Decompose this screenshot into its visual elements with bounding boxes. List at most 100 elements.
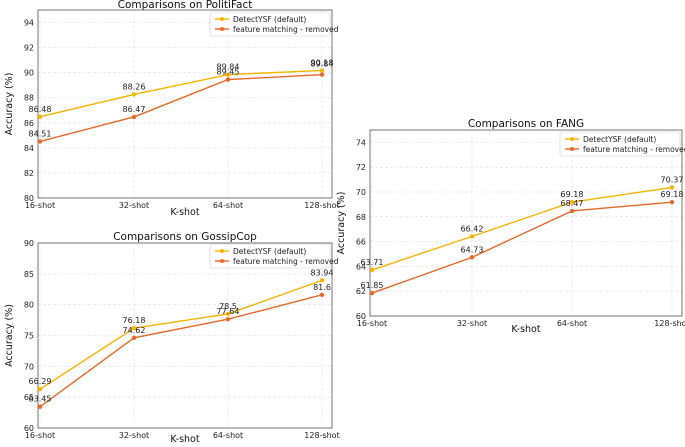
data-point [37,139,43,144]
chart-1: 60 65 70 75 80 85 90 16-shot 32-shot 64-shot 128-s… [4,231,340,445]
series-line-0 [371,186,673,271]
plot-frame [369,129,683,317]
data-point [369,290,375,296]
data-point [319,72,325,77]
data-point [37,387,43,392]
data-label: 81.6 [313,283,331,292]
data-label: 66.42 [461,224,484,233]
y-tick-label: 80 [24,301,34,310]
data-point [469,234,475,239]
y-tick-label: 92 [24,44,34,53]
data-point [669,199,675,205]
data-label: 68.47 [561,199,584,208]
legend: DetectYSF (default)feature matching - re… [209,11,339,37]
data-point [131,335,137,341]
y-tick-label: 94 [24,19,34,28]
x-tick-label: 16-shot [25,431,55,440]
data-point [369,267,375,273]
data-label: 89.84 [217,63,240,72]
data-point [469,255,475,260]
y-tick-label: 82 [24,169,34,178]
data-point [131,92,137,97]
data-label: 89.84 [311,60,334,69]
series-line-0 [39,279,323,390]
chart-0: 80 82 84 86 88 90 92 94 16-shot 32-shot 64-shot 128… [4,0,340,218]
legend-swatch-marker [220,249,224,253]
y-tick-label: 88 [24,94,34,103]
legend-swatch-marker [220,259,224,263]
data-label: 86.48 [29,105,52,114]
legend-box [209,11,331,37]
data-label: 78.5 [219,302,237,311]
y-tick-label: 80 [24,194,34,203]
data-label: 69.18 [661,190,684,199]
y-tick-label: 70 [356,188,366,197]
legend: DetectYSF (default)feature matching - re… [209,243,339,269]
plot-frame [37,9,333,199]
legend-swatch-marker [220,27,224,31]
legend-label: DetectYSF (default) [583,135,656,144]
data-label: 88.26 [123,82,146,91]
data-point [225,311,231,317]
data-point [225,72,231,77]
legend-swatch-marker [570,147,574,151]
data-label: 77.64 [217,307,240,316]
data-label: 86.47 [123,105,146,114]
legend-box [559,131,681,157]
data-label: 63.45 [29,395,52,404]
x-tick-label: 32-shot [119,431,149,440]
legend-label: DetectYSF (default) [233,15,306,24]
data-point [37,114,43,119]
x-tick-label: 32-shot [119,201,149,210]
data-label: 69.18 [561,190,584,199]
x-tick-label: 128-shot [304,201,339,210]
y-tick-label: 84 [24,144,34,153]
data-point [319,292,325,297]
data-point [669,185,675,190]
data-point [319,68,325,73]
y-tick-label: 90 [24,69,34,78]
chart-title: Comparisons on FANG [468,118,584,130]
data-label: 66.29 [29,377,52,386]
y-tick-label: 75 [24,332,34,341]
data-label: 70.37 [661,175,684,184]
y-tick-label: 65 [24,393,34,402]
y-tick-label: 66 [356,238,366,247]
chart-2: 60 62 64 66 68 70 72 74 16-shot 32-shot 64-shot 128… [336,118,685,335]
chart-title: Comparisons on GossipCop [113,231,257,243]
data-label: 76.18 [123,316,146,325]
series-line-1 [39,73,323,143]
legend-swatch-marker [570,137,574,141]
data-point [225,77,231,82]
data-point [37,404,43,409]
series-line-1 [371,201,673,294]
x-axis-label: K-shot [511,324,540,335]
y-tick-label: 72 [356,163,366,172]
legend-box [209,243,331,269]
y-tick-label: 90 [24,239,34,248]
data-label: 84.51 [29,129,52,138]
y-tick-label: 85 [24,270,34,279]
data-point [319,278,325,283]
y-tick-label: 70 [24,362,34,371]
data-point [131,114,137,120]
data-label: 63.71 [361,258,384,267]
x-tick-label: 32-shot [457,319,487,328]
chart-title: Comparisons on PolitiFact [118,0,253,11]
legend-label: DetectYSF (default) [233,247,306,256]
y-tick-label: 64 [356,262,366,271]
y-tick-label: 60 [356,312,366,321]
x-tick-label: 64-shot [557,319,587,328]
x-tick-label: 128-shot [654,319,685,328]
data-label: 74.62 [123,326,146,335]
data-label: 61.85 [361,281,384,290]
y-tick-label: 86 [24,119,34,128]
y-tick-label: 60 [24,424,34,433]
y-axis-label: Accuracy (%) [336,192,347,255]
x-tick-label: 16-shot [357,319,387,328]
x-tick-label: 64-shot [213,201,243,210]
y-axis-label: Accuracy (%) [4,304,15,367]
plot-frame [37,242,333,429]
x-axis-label: K-shot [170,207,199,218]
